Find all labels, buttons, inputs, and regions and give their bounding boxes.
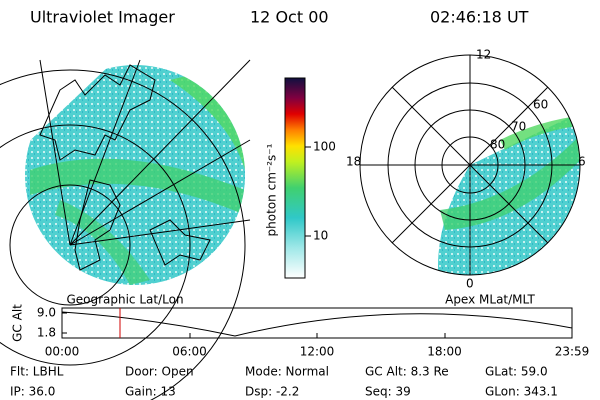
polar-grid (359, 54, 581, 276)
panel-label: Geographic Lat/Lon (66, 293, 183, 307)
info-field: GLon: 343.1 (485, 385, 558, 399)
alt-axis-label: GC Alt (11, 304, 25, 342)
hour-label: 18 (346, 155, 361, 169)
alt-ytick: 1.8 (37, 326, 56, 340)
info-field: Gain: 13 (125, 385, 176, 399)
alt-xtick: 00:00 (45, 345, 80, 359)
info-field: GLat: 59.0 (485, 365, 548, 379)
hour-label: 6 (578, 155, 586, 169)
alt-curve (61, 311, 573, 337)
colorbar-label: photon cm⁻²s⁻¹ (265, 143, 279, 236)
ring-label: 60 (533, 98, 548, 112)
alt-ticks (62, 312, 446, 338)
time: 02:46:18 UT (430, 8, 529, 27)
info-field: IP: 36.0 (10, 385, 55, 399)
ring-label: 80 (490, 138, 505, 152)
info-field: GC Alt: 8.3 Re (365, 365, 449, 379)
ring-label: 70 (511, 120, 526, 134)
title: Ultraviolet Imager (30, 8, 175, 27)
colorbar-ticks (305, 146, 311, 237)
alt-xtick: 12:00 (300, 345, 335, 359)
alt-xtick: 23:59 (555, 345, 590, 359)
info-field: Seq: 39 (365, 385, 411, 399)
panel-label: Apex MLat/MLT (445, 293, 535, 307)
date: 12 Oct 00 (250, 8, 329, 27)
hour-label: 0 (466, 277, 474, 291)
alt-xtick: 06:00 (172, 345, 207, 359)
info-field: Flt: LBHL (10, 365, 64, 379)
geo-image (25, 65, 245, 285)
map-grid (0, 59, 251, 400)
alt-ytick: 9.0 (37, 306, 56, 320)
colorbar (284, 77, 306, 279)
info-field: Dsp: -2.2 (245, 385, 299, 399)
polar-image (438, 110, 580, 275)
info-field: Mode: Normal (245, 365, 329, 379)
alt-xtick: 18:00 (427, 345, 462, 359)
info-field: Door: Open (125, 365, 194, 379)
colorbar-tick-label: 100 (313, 140, 336, 154)
colorbar-tick-label: 10 (313, 229, 328, 243)
hour-label: 12 (476, 48, 491, 62)
